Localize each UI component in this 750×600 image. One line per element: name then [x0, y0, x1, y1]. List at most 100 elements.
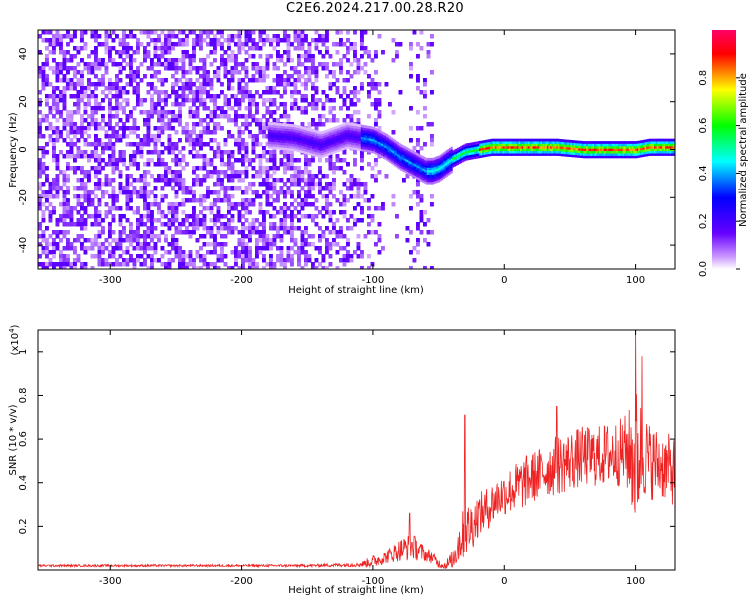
spectrogram-ridge-cell: [340, 124, 343, 128]
spectrogram-noise-cell: [290, 262, 294, 267]
spectrogram-noise-cell: [192, 266, 196, 269]
spectrogram-ridge-cell: [561, 153, 563, 157]
spectrogram-noise-cell: [94, 118, 98, 123]
spectrogram-noise-cell: [104, 130, 109, 135]
spectrogram-noise-cell: [206, 230, 210, 235]
spectrogram-ridge-cell: [395, 152, 398, 156]
spectrogram-noise-cell: [258, 78, 263, 83]
spectrogram-noise-cell: [202, 86, 207, 91]
spectrogram-ridge-cell: [323, 149, 325, 153]
spectrogram-ridge-cell: [411, 174, 414, 177]
spectrogram-noise-cell: [164, 162, 168, 167]
spectrogram-ridge-cell: [477, 155, 480, 159]
spectrogram-noise-cell: [311, 202, 315, 207]
spectrogram-ridge-cell: [510, 153, 513, 156]
spectrogram-noise-cell: [38, 170, 42, 175]
spectrogram-noise-cell: [223, 174, 228, 179]
spectrogram-noise-cell: [234, 122, 238, 127]
spectrogram-noise-cell: [52, 158, 56, 163]
spectrogram-noise-cell: [269, 38, 273, 43]
spectrogram-ridge-cell: [364, 137, 366, 140]
spectrogram-ridge-cell: [280, 130, 283, 134]
spectrogram-noise-cell: [129, 58, 133, 63]
spectrogram-ridge-cell: [335, 128, 338, 132]
spectrogram-ridge-cell: [477, 150, 480, 154]
spectrogram-noise-cell: [244, 82, 249, 87]
spectrogram-noise-cell: [69, 138, 74, 143]
spectrogram-noise-cell: [94, 30, 98, 35]
spectrogram-noise-cell: [272, 198, 277, 203]
spectrogram-noise-cell: [188, 86, 193, 91]
spectrogram-ridge-cell: [561, 148, 563, 152]
spectrogram-noise-cell: [59, 150, 63, 155]
spectrogram-noise-cell: [339, 234, 343, 239]
spectrogram-noise-cell: [174, 214, 179, 219]
spectrogram-ridge-cell: [457, 159, 459, 163]
spectrogram-noise-cell: [62, 98, 67, 103]
spectrogram-ridge-cell: [289, 131, 292, 134]
spectrogram-noise-cell: [157, 98, 161, 103]
spectrogram-noise-cell: [192, 178, 196, 183]
spectrogram-ridge-cell: [485, 154, 488, 157]
spectrogram-ridge-cell: [488, 153, 491, 157]
spectrogram-noise-cell: [146, 254, 151, 259]
spectrogram-ridge-cell: [422, 163, 425, 167]
spectrogram-noise-cell: [115, 166, 119, 171]
spectrogram-noise-cell: [367, 230, 371, 235]
spectrogram-noise-cell: [73, 258, 77, 263]
spectrogram-ridge-cell: [412, 172, 415, 176]
spectrogram-noise-cell: [129, 258, 133, 263]
spectrogram-noise-cell: [311, 178, 315, 183]
spectrogram-noise-cell: [101, 194, 105, 199]
spectrogram-noise-cell: [115, 258, 119, 263]
spectrogram-noise-cell: [55, 246, 60, 251]
spectrogram-noise-cell: [125, 182, 130, 187]
spectrogram-noise-cell: [426, 50, 431, 55]
spectrogram-noise-cell: [45, 194, 49, 199]
spectrogram-noise-cell: [265, 38, 270, 43]
spectrogram-noise-cell: [153, 142, 158, 147]
spectrogram-noise-cell: [55, 62, 60, 67]
spectrogram-ridge-cell: [466, 150, 469, 154]
spectrogram-noise-cell: [286, 206, 291, 211]
spectrogram-ridge-cell: [312, 143, 314, 147]
spectrogram-ridge-cell: [353, 127, 355, 131]
spectrogram-ridge-cell: [271, 139, 273, 142]
spectrogram-noise-cell: [279, 82, 284, 87]
spectrogram-noise-cell: [412, 246, 417, 251]
spectrogram-noise-cell: [248, 94, 252, 99]
spectrogram-noise-cell: [122, 126, 126, 131]
spectrogram-ridge-cell: [400, 144, 403, 147]
spectrogram-ridge-cell: [334, 129, 336, 132]
spectrogram-noise-cell: [300, 206, 305, 211]
spectrogram-noise-cell: [143, 194, 147, 199]
spectrogram-ridge-cell: [542, 141, 545, 144]
spectrogram-noise-cell: [321, 38, 326, 43]
spectrogram-ridge-cell: [502, 148, 505, 152]
spectrogram-noise-cell: [202, 62, 207, 67]
spectrogram-noise-cell: [108, 90, 112, 95]
spectrogram-noise-cell: [241, 258, 245, 263]
spectrogram-noise-cell: [199, 166, 203, 171]
spectrogram-noise-cell: [136, 146, 140, 151]
spectrogram-noise-cell: [94, 86, 98, 91]
spectrogram-noise-cell: [335, 158, 340, 163]
spectrogram-noise-cell: [213, 182, 217, 187]
spectrogram-noise-cell: [192, 42, 196, 47]
spectrogram-ridge-cell: [304, 139, 307, 142]
spectrogram-noise-cell: [349, 90, 354, 95]
spectrogram-noise-cell: [234, 98, 238, 103]
spectrogram-noise-cell: [307, 70, 312, 75]
spectrogram-ridge-cell: [285, 128, 288, 132]
spectrogram-noise-cell: [272, 90, 277, 95]
spectrogram-noise-cell: [73, 70, 77, 75]
spectrogram-ridge-cell: [312, 129, 314, 133]
spectrogram-noise-cell: [185, 98, 189, 103]
spectrogram-noise-cell: [185, 138, 189, 143]
spectrogram-noise-cell: [76, 82, 81, 87]
spectrogram-ridge-cell: [359, 126, 362, 130]
spectrogram-ridge-cell: [408, 148, 411, 152]
spectrogram-ridge-cell: [278, 127, 281, 131]
spectrogram-noise-cell: [111, 154, 116, 159]
spectrogram-noise-cell: [342, 194, 347, 199]
